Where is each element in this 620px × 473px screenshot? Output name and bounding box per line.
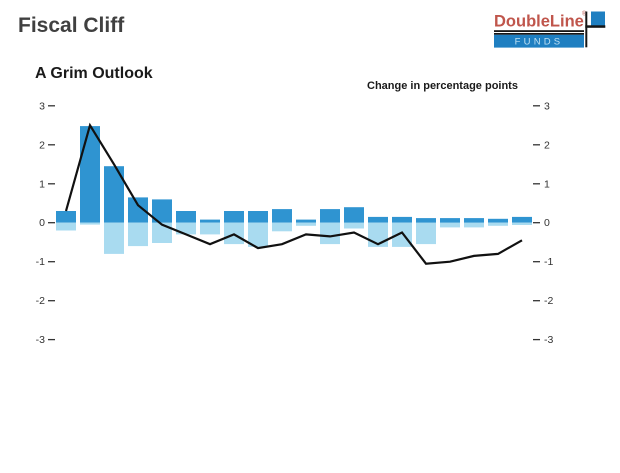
- svg-text:DoubleLine: DoubleLine: [494, 13, 584, 31]
- svg-text:FUNDS: FUNDS: [515, 37, 564, 48]
